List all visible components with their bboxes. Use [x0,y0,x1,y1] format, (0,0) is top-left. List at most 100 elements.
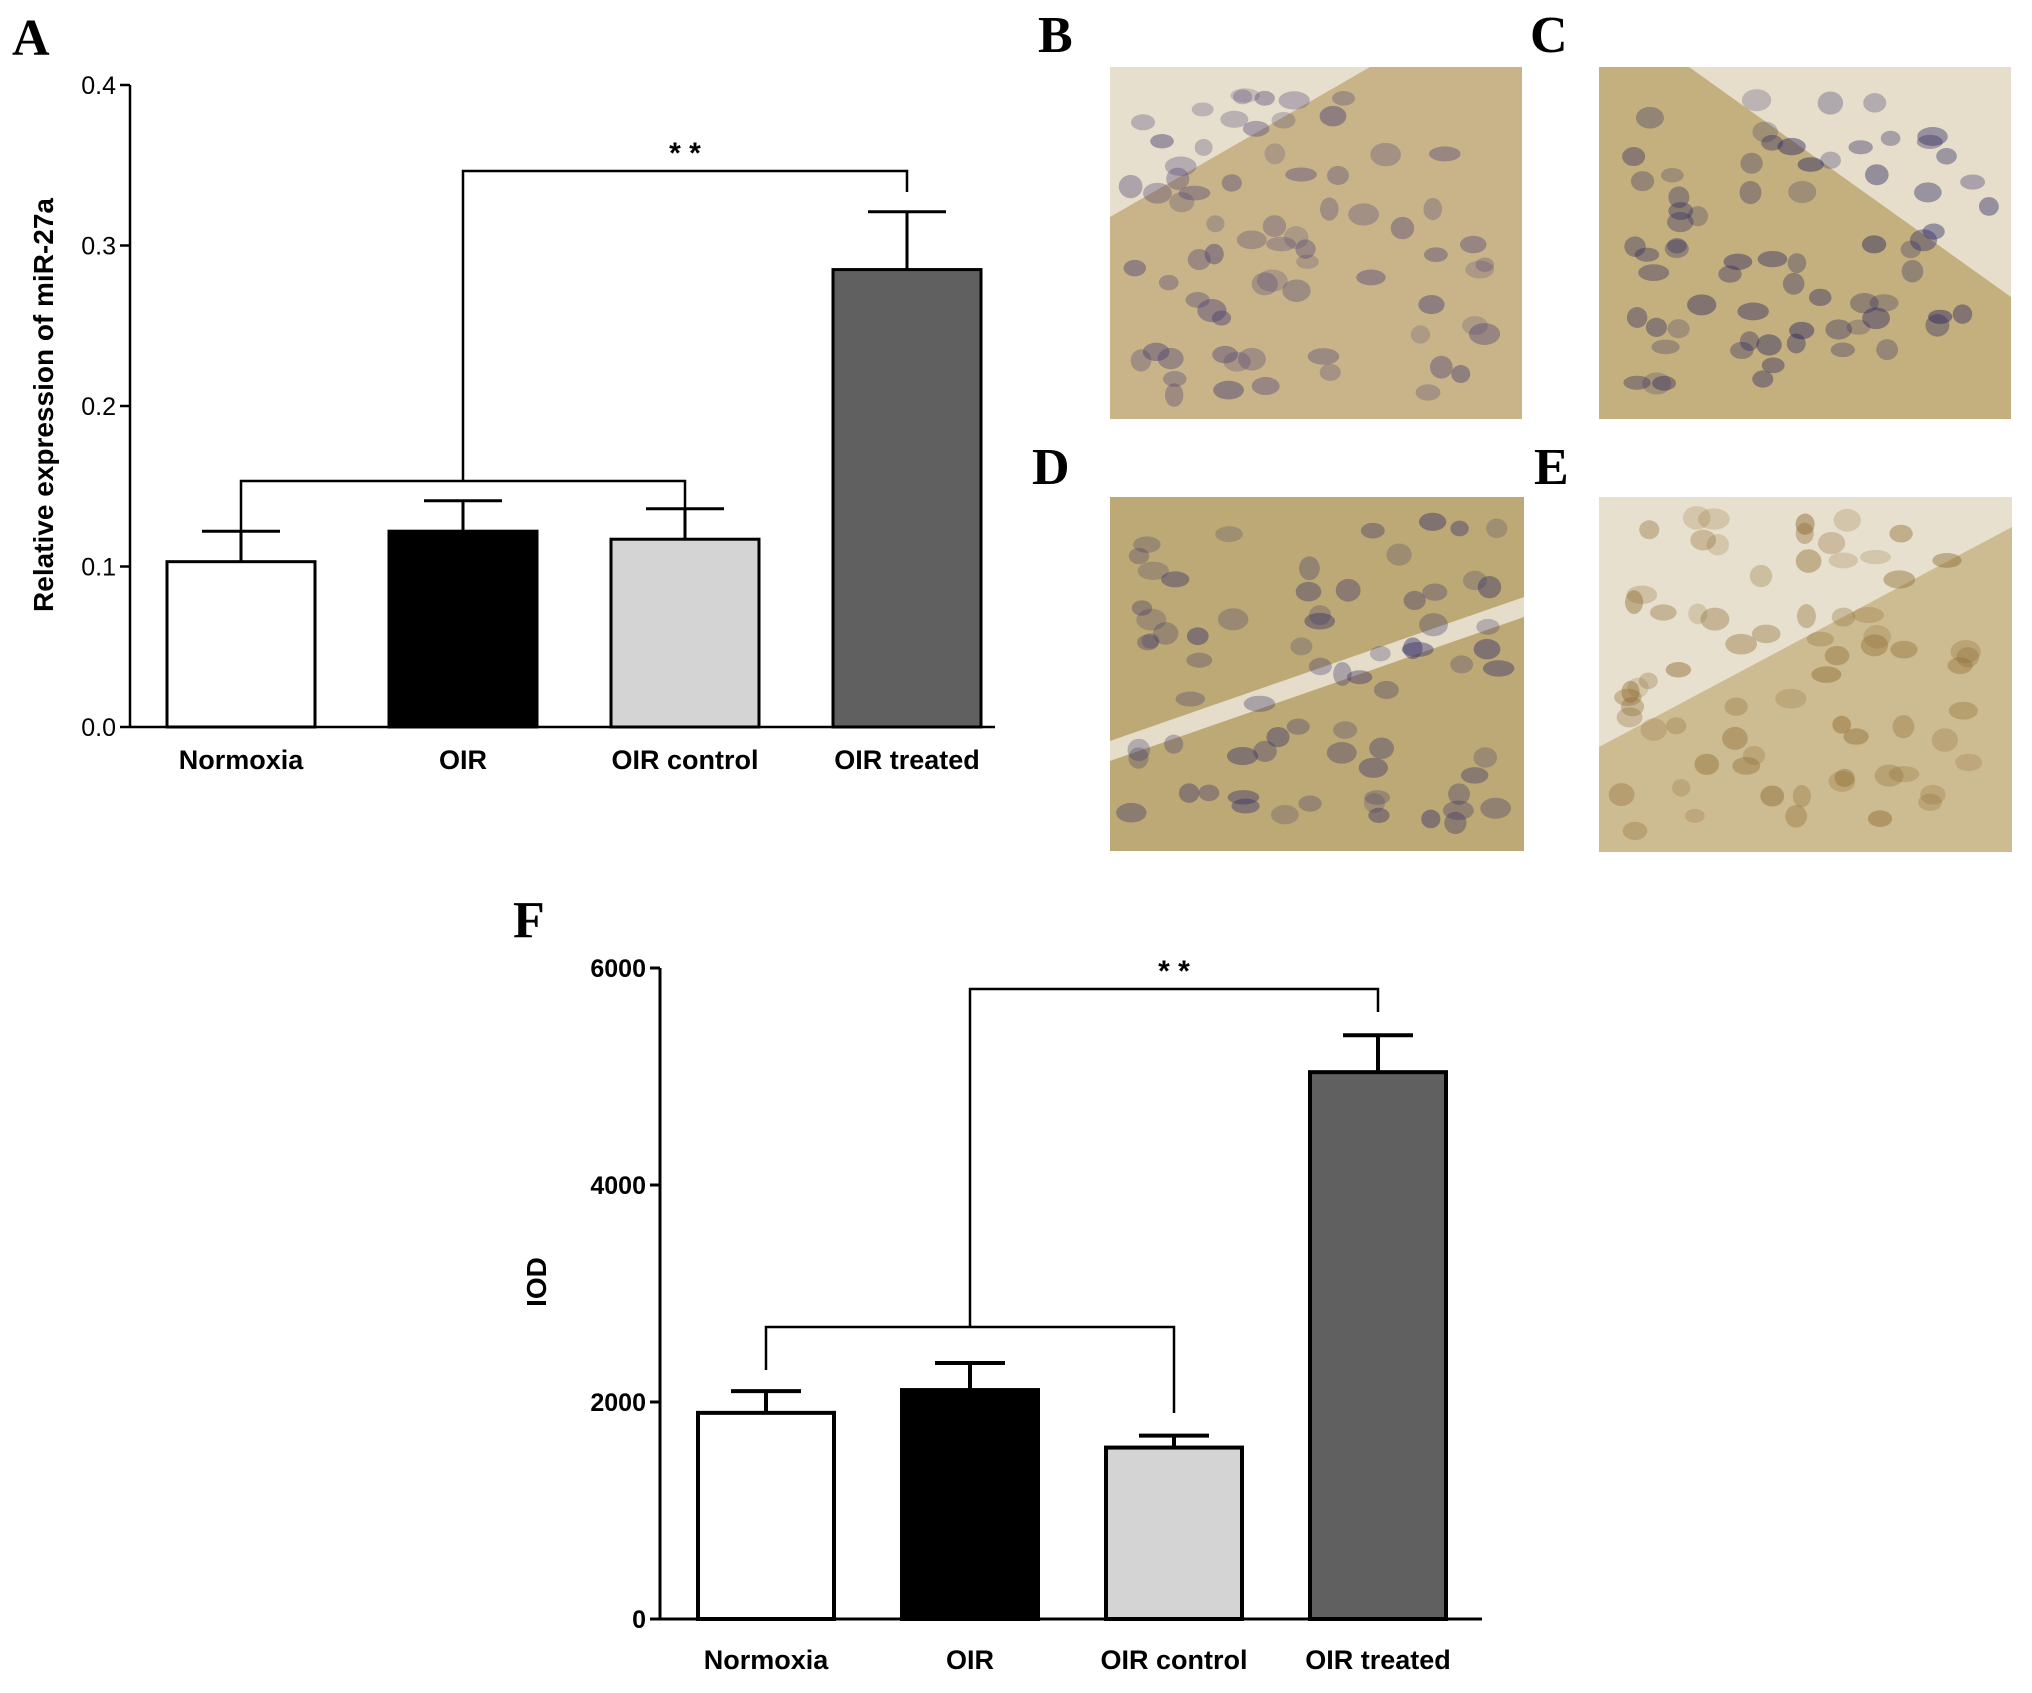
cell-nucleus [1123,259,1147,277]
cell-nucleus [1651,339,1680,355]
cell-nucleus [1786,333,1806,354]
bar [387,529,539,729]
cell-nucleus [1175,691,1206,707]
cell-nucleus [1650,604,1677,621]
cell-nucleus [1688,603,1708,625]
cell-nucleus [1473,747,1498,768]
cell-nucleus [1883,570,1916,589]
cell-nucleus [1152,622,1179,645]
bar [900,1388,1040,1621]
cell-nucleus [1795,513,1815,535]
panel-letter-a: A [12,10,50,67]
cell-nucleus [1739,180,1762,205]
cell-nucleus [1627,677,1649,698]
cell-nucleus [1142,342,1170,362]
cell-nucleus [1368,807,1390,824]
cell-nucleus [1828,770,1856,792]
cell-nucleus [1876,339,1899,361]
cell-nucleus [1253,740,1277,762]
cell-nucleus [1623,375,1651,390]
cell-nucleus [1752,370,1774,388]
cell-nucleus [1163,370,1187,387]
cell-nucleus [1137,634,1159,651]
cell-nucleus [1614,688,1642,706]
cell-nucleus [1448,783,1470,805]
cell-nucleus [1118,174,1143,199]
cell-nucleus [1158,274,1179,291]
cell-nucleus [1852,607,1885,623]
cell-nucleus [1486,518,1508,539]
micrograph-images [1110,67,2012,852]
cell-nucleus [1308,605,1332,626]
cell-nucleus [1243,695,1276,712]
cell-nucleus [1622,147,1646,167]
cell-nucleus [1133,536,1161,553]
cell-nucleus [1667,319,1690,339]
cell-nucleus [1211,310,1232,326]
bar [609,537,761,729]
cell-nucleus [1724,697,1748,716]
cell-nucleus [1370,645,1391,662]
cell-nucleus [1266,236,1297,252]
cell-nucleus [1920,784,1946,805]
cell-nucleus [1227,790,1260,805]
cell-nucleus [1832,715,1852,734]
cell-nucleus [1828,552,1858,569]
cell-nucleus [1169,192,1195,213]
cell-nucleus [1639,520,1660,540]
cell-nucleus [1332,91,1356,106]
category-label: OIR control [1101,1645,1248,1675]
y-tick-label: 0.2 [81,393,116,421]
cell-nucleus [1806,631,1834,647]
cell-nucleus [1718,265,1742,283]
cell-nucleus [1480,797,1512,819]
significance-bracket [461,169,909,481]
cell-nucleus [1645,317,1668,337]
cell-nucleus [1204,243,1224,265]
cell-nucleus [1220,110,1249,128]
cell-nucleus [1761,357,1785,374]
cell-nucleus [1808,288,1832,307]
cell-nucleus [1752,121,1779,143]
cell-nucleus [1775,688,1807,709]
cell-nucleus [1262,215,1287,238]
cell-nucleus [1624,236,1646,257]
significance-bracket [968,987,1380,1327]
cell-nucleus [1700,607,1730,631]
cell-nucleus [1460,767,1489,784]
cell-nucleus [1475,257,1495,272]
cell-nucleus [1831,607,1856,627]
cell-nucleus [1914,182,1942,203]
cell-nucleus [1687,294,1717,316]
cell-nucleus [1230,88,1260,103]
cell-nucleus [1206,215,1225,233]
cell-nucleus [1285,167,1317,182]
cell-nucleus [1212,345,1238,364]
cell-nucleus [1460,235,1487,254]
cell-nucleus [1824,645,1850,666]
cell-nucleus [1925,313,1950,337]
cell-nucleus [1232,89,1253,105]
cell-nucleus [1270,805,1299,825]
cell-nucleus [1741,89,1772,112]
cell-nucleus [1415,384,1441,401]
y-tick-label: 0 [632,1606,646,1634]
cell-nucleus [1236,230,1267,250]
cell-nucleus [1622,821,1648,841]
cell-nucleus [1178,783,1200,803]
bar [831,268,983,729]
cell-nucleus [1690,529,1717,551]
cell-nucleus [1419,613,1448,637]
category-label: OIR treated [834,745,980,775]
cell-nucleus [1795,522,1814,545]
cell-nucleus [1238,347,1266,371]
cell-nucleus [1197,299,1227,323]
cell-nucleus [1665,661,1692,678]
cell-nucleus [1667,212,1694,233]
cell-nucleus [1370,142,1401,167]
cell-nucleus [1295,239,1316,259]
panel-letter-f: F [513,892,545,949]
panel-a: A Relative expression of miR-27a 0.00.10… [12,10,995,775]
cell-nucleus [1834,768,1855,787]
cell-nucleus [1186,627,1209,646]
